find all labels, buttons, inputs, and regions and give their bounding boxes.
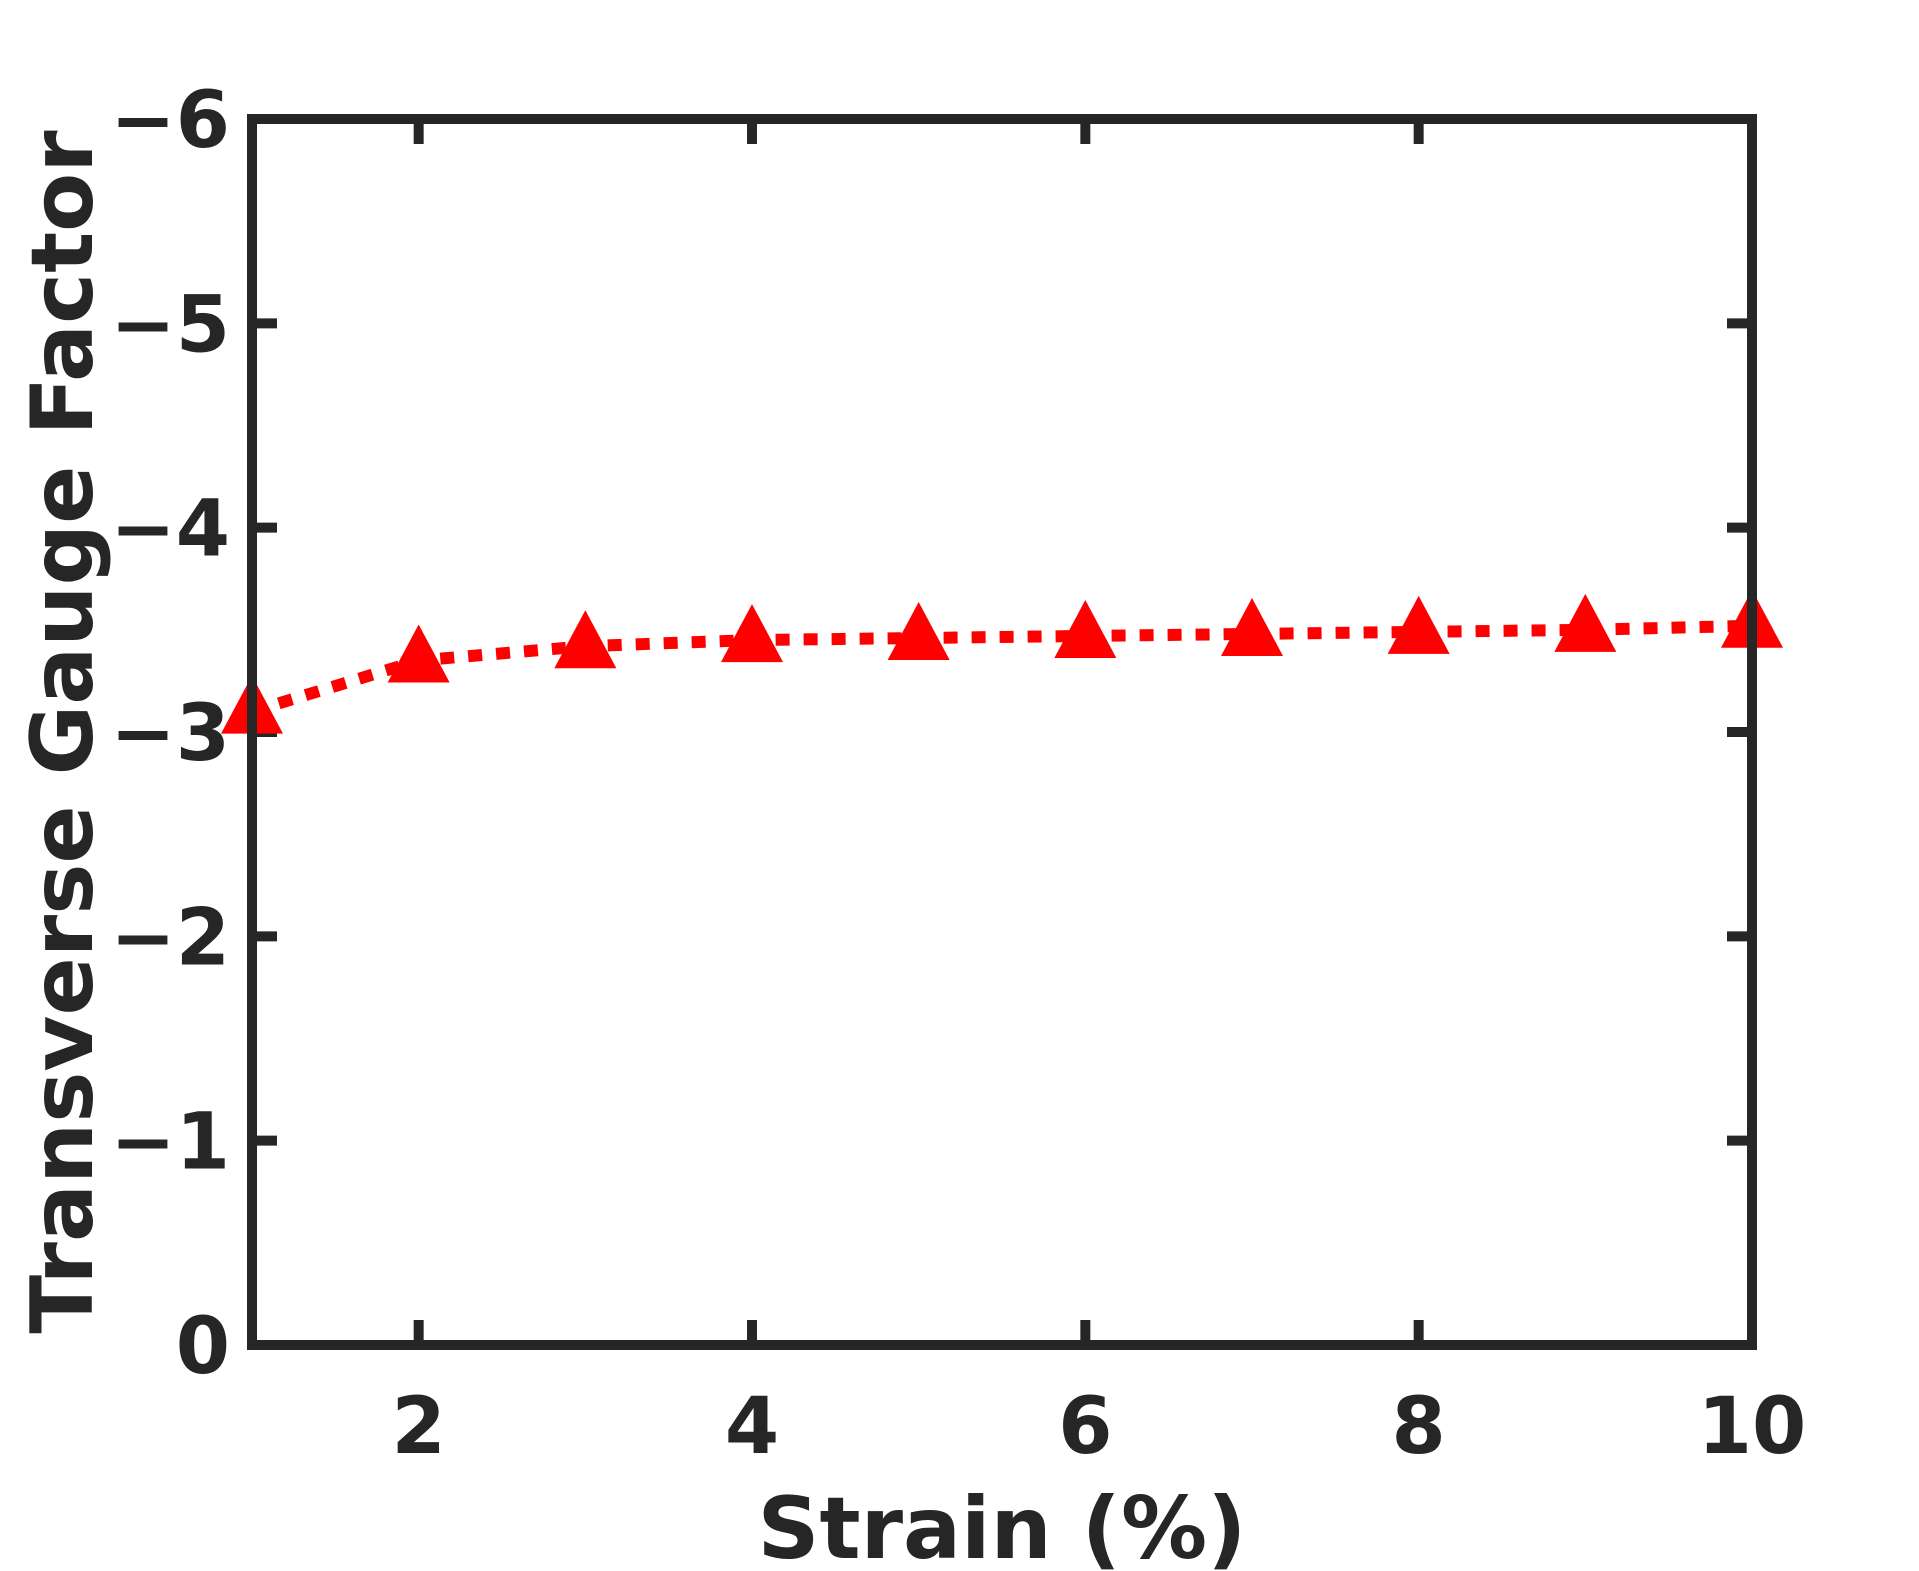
data-point-triangle <box>721 604 783 663</box>
x-tick-label: 8 <box>1392 1382 1446 1472</box>
data-point-triangle <box>1054 600 1117 659</box>
y-tick-label: −3 <box>110 689 230 779</box>
x-tick-label: 2 <box>392 1382 446 1472</box>
x-tick-label: 10 <box>1698 1382 1807 1472</box>
data-point-triangle <box>1221 597 1283 656</box>
y-tick-label: −4 <box>110 485 230 575</box>
data-point-triangle <box>554 610 617 669</box>
y-tick-label: 0 <box>176 1302 230 1392</box>
x-tick-label: 4 <box>725 1382 779 1472</box>
axis-ticks <box>252 114 1757 1350</box>
series-line <box>250 619 1753 718</box>
y-axis-title: Transverse Gauge Factor <box>13 130 113 1334</box>
y-tick-label: −5 <box>110 280 230 370</box>
data-series <box>221 589 1783 734</box>
y-tick-label: −6 <box>110 76 230 166</box>
y-tick-label: −1 <box>110 1098 230 1188</box>
x-tick-label: 6 <box>1058 1382 1112 1472</box>
plot-frame <box>247 114 1757 1350</box>
data-point-triangle <box>887 602 950 661</box>
y-tick-label: −2 <box>110 893 230 983</box>
x-axis-title: Strain (%) <box>758 1479 1247 1571</box>
tick-labels: 2 4 6 8 10 0 −1 −2 −3 −4 −5 −6 <box>110 76 1806 1472</box>
data-point-triangle <box>387 624 450 683</box>
data-point-triangle <box>1387 595 1450 654</box>
data-point-triangle <box>1554 593 1617 652</box>
